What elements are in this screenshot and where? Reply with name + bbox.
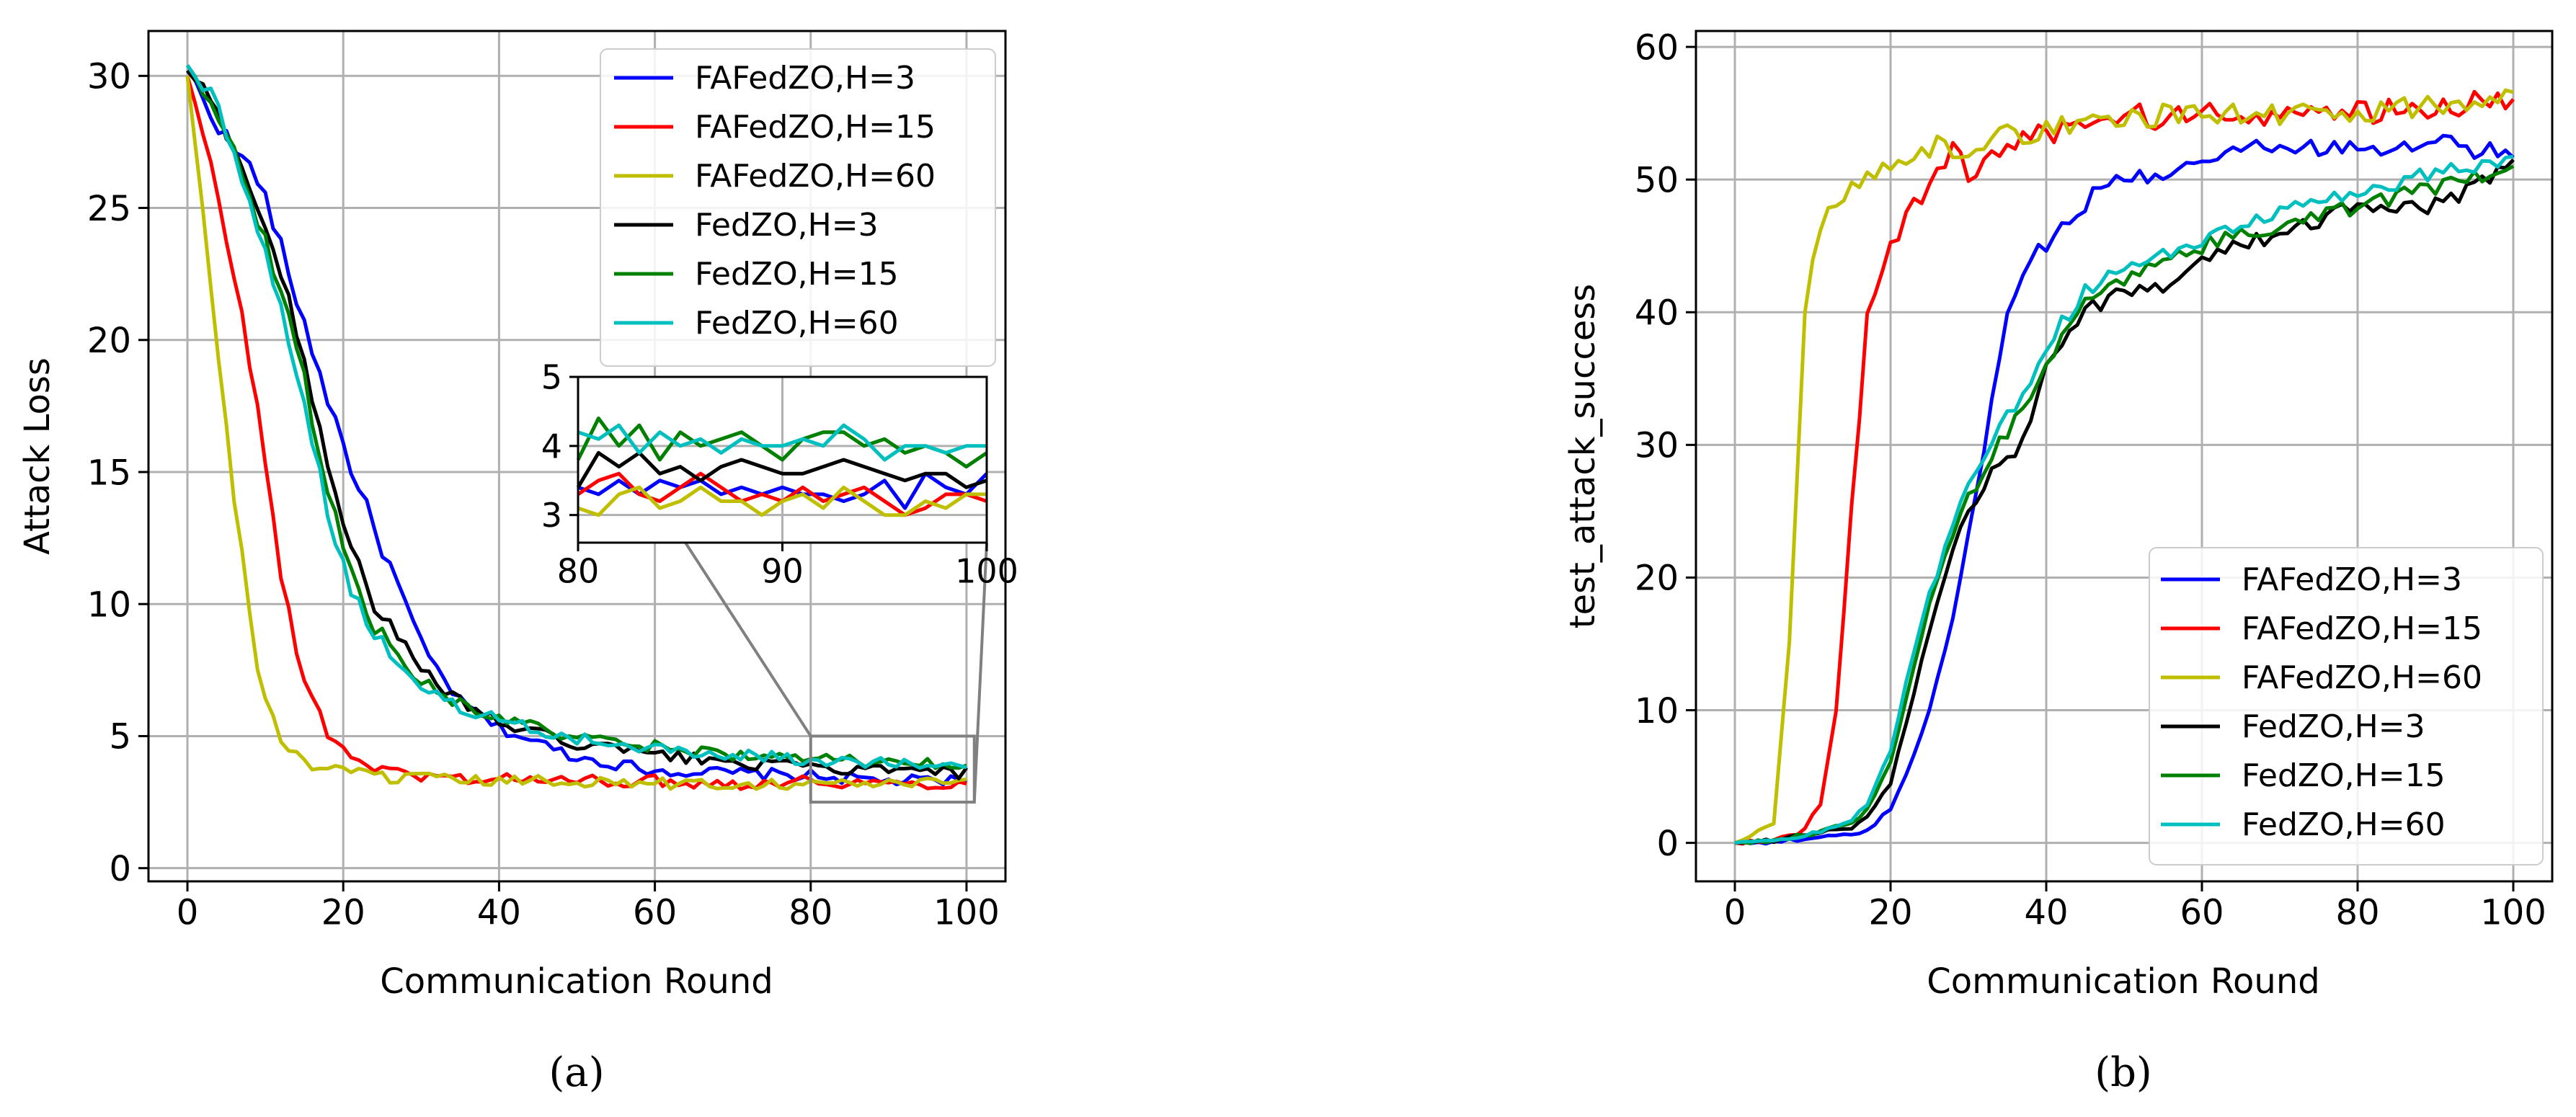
b-x-tick-label-60: 60 xyxy=(2180,893,2224,933)
b-y-tick-label-50: 50 xyxy=(1635,160,1679,200)
a-series-fedzo-h-3 xyxy=(186,69,969,780)
b-y-tick-label-60: 60 xyxy=(1635,27,1679,68)
a-y-axis-label: Attack Loss xyxy=(17,357,58,555)
b-legend-label-fedzo-h-15: FedZO,H=15 xyxy=(2242,757,2446,794)
a-series xyxy=(185,64,969,791)
a-legend-label-fedzo-h-3: FedZO,H=3 xyxy=(695,207,879,244)
a-legend-label-fedzo-h-15: FedZO,H=15 xyxy=(695,256,899,293)
a-y-tick-label-25: 25 xyxy=(87,189,131,229)
a-inset-series-fafedzo-h-3 xyxy=(577,471,988,510)
b-legend-label-fafedzo-h-3: FAFedZO,H=3 xyxy=(2242,561,2462,598)
a-inset-y-tick-label-5: 5 xyxy=(541,358,562,397)
a-legend-box xyxy=(600,48,996,367)
b-series-fedzo-h-60 xyxy=(1734,154,2514,845)
b-x-tick-label-0: 0 xyxy=(1724,893,1746,933)
a-series-fedzo-h-60 xyxy=(185,64,967,770)
a-legend: FAFedZO,H=3 FAFedZO,H=15 FAFedZO,H=60 FedZO… xyxy=(600,48,996,367)
a-x-tick-label-40: 40 xyxy=(477,893,521,933)
a-series-fafedzo-h-3 xyxy=(186,69,967,787)
b-x-ticks: 0 20 40 60 80 100 xyxy=(1724,881,2546,933)
b-y-tick-label-0: 0 xyxy=(1656,824,1679,864)
b-series-fafedzo-h-3 xyxy=(1734,133,2515,846)
a-inset-x-tick-label-80: 80 xyxy=(557,552,600,591)
a-y-ticks: 0 5 10 15 20 25 30 xyxy=(87,57,148,889)
b-series xyxy=(1734,88,2515,846)
a-legend-label-fafedzo-h-60: FAFedZO,H=60 xyxy=(695,158,936,195)
a-x-tick-label-0: 0 xyxy=(177,893,199,933)
a-zoom-connector-right xyxy=(972,542,988,803)
a-inset-x-tick-label-100: 100 xyxy=(955,552,1018,591)
a-caption: (a) xyxy=(548,1049,604,1096)
b-caption: (b) xyxy=(2095,1049,2152,1096)
b-series-fafedzo-h-15 xyxy=(1734,89,2515,846)
a-inset-series-fafedzo-h-60 xyxy=(577,485,987,517)
a-x-axis-label: Communication Round xyxy=(380,961,773,1002)
b-y-ticks: 0 10 20 30 40 50 60 xyxy=(1635,27,1696,864)
a-x-tick-label-20: 20 xyxy=(321,893,365,933)
a-y-tick-label-15: 15 xyxy=(87,453,131,493)
a-y-tick-label-20: 20 xyxy=(87,321,131,361)
b-y-tick-label-20: 20 xyxy=(1635,558,1679,599)
b-y-tick-label-10: 10 xyxy=(1635,691,1679,731)
b-x-tick-label-20: 20 xyxy=(1868,893,1912,933)
a-x-tick-label-100: 100 xyxy=(933,893,1000,933)
b-legend-label-fedzo-h-3: FedZO,H=3 xyxy=(2242,708,2425,745)
a-inset-x-tick-label-90: 90 xyxy=(761,552,804,591)
b-x-axis-label: Communication Round xyxy=(1927,961,2319,1002)
b-y-axis-label: test_attack_success xyxy=(1563,284,1603,629)
b-x-tick-label-100: 100 xyxy=(2480,893,2546,933)
a-x-tick-label-60: 60 xyxy=(633,893,677,933)
b-legend-label-fedzo-h-60: FedZO,H=60 xyxy=(2242,806,2446,843)
chart-a: 0 20 40 60 80 100 0 5 10 15 20 25 30 Communication … xyxy=(17,30,1018,1096)
a-inset-series-fedzo-h-60 xyxy=(577,423,987,462)
chart-b: 0 20 40 60 80 100 0 10 20 30 40 50 60 Communication… xyxy=(1563,27,2554,1096)
a-inset-series xyxy=(576,417,988,517)
b-x-tick-label-80: 80 xyxy=(2335,893,2379,933)
a-y-tick-label-5: 5 xyxy=(109,717,131,757)
b-legend-label-fafedzo-h-15: FAFedZO,H=15 xyxy=(2242,610,2482,647)
a-y-tick-label-10: 10 xyxy=(87,584,131,625)
a-legend-label-fafedzo-h-15: FAFedZO,H=15 xyxy=(695,109,936,146)
b-legend-label-fafedzo-h-60: FAFedZO,H=60 xyxy=(2242,659,2482,696)
b-y-tick-label-30: 30 xyxy=(1635,426,1679,466)
a-series-fafedzo-h-60 xyxy=(185,76,967,791)
a-legend-label-fedzo-h-60: FedZO,H=60 xyxy=(695,305,899,342)
a-inset-y-tick-label-3: 3 xyxy=(541,496,562,535)
b-series-fafedzo-h-60 xyxy=(1734,88,2514,845)
b-x-tick-label-40: 40 xyxy=(2024,893,2068,933)
a-inset-series-fedzo-h-3 xyxy=(576,450,987,489)
b-axes-frame xyxy=(1695,30,2554,883)
a-y-tick-label-30: 30 xyxy=(87,57,131,97)
a-inset-y-tick-label-4: 4 xyxy=(541,427,562,466)
a-inset-y-ticks: 3 4 5 xyxy=(541,358,578,535)
b-series-fedzo-h-3 xyxy=(1734,158,2515,845)
a-legend-label-fafedzo-h-3: FAFedZO,H=3 xyxy=(695,60,915,97)
b-legend: FAFedZO,H=3 FAFedZO,H=15 FAFedZO,H=60 FedZO… xyxy=(2149,547,2544,865)
b-legend-box xyxy=(2149,547,2544,865)
a-zoom-box xyxy=(809,734,976,804)
a-inset-series-fedzo-h-15 xyxy=(576,417,988,469)
b-series-fedzo-h-15 xyxy=(1734,164,2515,845)
a-axes-frame xyxy=(147,30,1007,883)
b-y-tick-label-40: 40 xyxy=(1635,293,1679,334)
a-x-tick-label-80: 80 xyxy=(789,893,832,933)
a-y-tick-label-0: 0 xyxy=(109,849,131,889)
a-inset: 80 90 100 3 4 5 xyxy=(541,358,1018,591)
a-x-ticks: 0 20 40 60 80 100 xyxy=(177,881,1000,933)
a-inset-x-ticks: 80 90 100 xyxy=(557,543,1018,591)
